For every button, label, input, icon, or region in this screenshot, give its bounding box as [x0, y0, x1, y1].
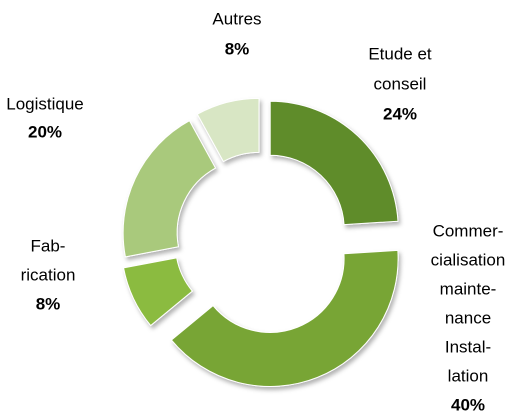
category-label: Commer-: [433, 221, 504, 240]
category-label: lation: [448, 366, 489, 385]
value-label: 20%: [28, 122, 62, 141]
category-label: conseil: [374, 74, 427, 93]
category-label: cialisation: [431, 250, 506, 269]
donut-segment: [269, 100, 399, 226]
category-label: Logistique: [6, 94, 84, 113]
category-label: mainte-: [440, 279, 497, 298]
donut-segment: [123, 257, 194, 327]
value-label: 8%: [36, 294, 61, 313]
category-label: Instal-: [445, 337, 491, 356]
category-label: rication: [21, 265, 76, 284]
category-label: Etude et: [368, 44, 432, 63]
value-label: 8%: [225, 39, 250, 58]
donut-segment: [122, 120, 217, 258]
value-label: 40%: [451, 395, 485, 414]
category-label: Fab-: [31, 236, 66, 255]
donut-segment: [170, 249, 399, 387]
category-label: nance: [445, 308, 491, 327]
value-label: 24%: [383, 104, 417, 123]
donut-segment: [196, 97, 260, 163]
category-label: Autres: [212, 9, 261, 28]
